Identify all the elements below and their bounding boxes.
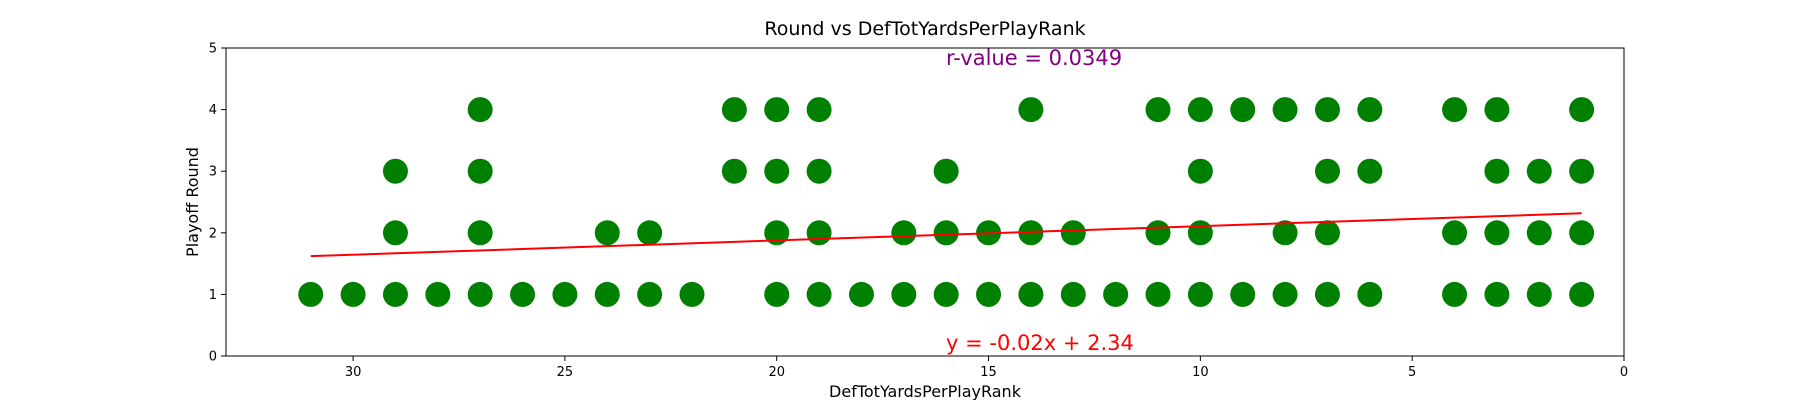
- data-point: [1272, 220, 1298, 246]
- data-point: [891, 220, 917, 246]
- data-point: [976, 281, 1002, 307]
- data-point: [1357, 158, 1383, 184]
- data-point: [1187, 220, 1213, 246]
- x-tick-label: 0: [1620, 365, 1628, 380]
- y-axis: 0 1 2 3 4 5: [209, 42, 226, 365]
- data-point: [1526, 281, 1552, 307]
- data-point: [933, 158, 959, 184]
- r-value-annotation: r-value = 0.0349: [946, 46, 1122, 70]
- data-point: [1314, 281, 1340, 307]
- data-point: [1484, 281, 1510, 307]
- points-layer: [298, 97, 1595, 307]
- data-point: [721, 158, 747, 184]
- y-tick-label: 0: [209, 350, 217, 365]
- data-point: [594, 281, 620, 307]
- y-tick-label: 5: [209, 42, 217, 57]
- data-point: [1484, 97, 1510, 123]
- data-point: [1442, 220, 1468, 246]
- x-tick-label: 20: [768, 365, 785, 380]
- data-point: [1569, 220, 1595, 246]
- data-point: [1357, 97, 1383, 123]
- data-point: [1018, 281, 1044, 307]
- data-point: [382, 158, 408, 184]
- data-point: [891, 281, 917, 307]
- data-point: [298, 281, 324, 307]
- data-point: [933, 281, 959, 307]
- data-point: [1187, 158, 1213, 184]
- fit-layer: [310, 212, 1582, 258]
- data-point: [637, 220, 663, 246]
- x-tick-label: 30: [345, 365, 362, 380]
- data-point: [1187, 281, 1213, 307]
- data-point: [1314, 97, 1340, 123]
- data-point: [806, 97, 832, 123]
- data-point: [1314, 220, 1340, 246]
- data-point: [467, 158, 493, 184]
- plot-frame: [225, 47, 1625, 357]
- data-point: [764, 97, 790, 123]
- data-point: [1569, 97, 1595, 123]
- y-axis-label: Playoff Round: [183, 147, 202, 257]
- y-tick-label: 1: [209, 288, 217, 303]
- data-point: [764, 220, 790, 246]
- data-point: [721, 97, 747, 123]
- data-point: [1230, 97, 1256, 123]
- data-point: [1060, 281, 1086, 307]
- data-point: [1569, 158, 1595, 184]
- x-axis: 30 25 20 15 10 5 0: [345, 356, 1628, 380]
- y-tick-label: 2: [209, 226, 217, 241]
- x-tick-label: 25: [557, 365, 574, 380]
- data-point: [1145, 97, 1171, 123]
- equation-annotation: y = -0.02x + 2.34: [946, 331, 1134, 355]
- data-point: [1357, 281, 1383, 307]
- data-point: [1060, 220, 1086, 246]
- regression-line: [310, 212, 1582, 258]
- data-point: [382, 220, 408, 246]
- data-point: [806, 158, 832, 184]
- data-point: [679, 281, 705, 307]
- data-point: [340, 281, 366, 307]
- y-tick-label: 3: [209, 165, 217, 180]
- chart-title: Round vs DefTotYardsPerPlayRank: [764, 18, 1085, 40]
- data-point: [467, 220, 493, 246]
- data-point: [1569, 281, 1595, 307]
- data-point: [1484, 158, 1510, 184]
- data-point: [510, 281, 536, 307]
- x-tick-label: 10: [1192, 365, 1209, 380]
- x-tick-label: 5: [1408, 365, 1416, 380]
- data-point: [764, 158, 790, 184]
- data-point: [848, 281, 874, 307]
- data-point: [1145, 281, 1171, 307]
- data-point: [382, 281, 408, 307]
- y-tick-label: 4: [209, 103, 217, 118]
- data-point: [594, 220, 620, 246]
- data-point: [1526, 220, 1552, 246]
- data-point: [1103, 281, 1129, 307]
- data-point: [1230, 281, 1256, 307]
- data-point: [425, 281, 451, 307]
- data-point: [1145, 220, 1171, 246]
- data-point: [1442, 97, 1468, 123]
- data-point: [764, 281, 790, 307]
- data-point: [806, 220, 832, 246]
- data-point: [552, 281, 578, 307]
- x-tick-label: 15: [980, 365, 997, 380]
- data-point: [806, 281, 832, 307]
- data-point: [1018, 97, 1044, 123]
- data-point: [467, 281, 493, 307]
- data-point: [1272, 97, 1298, 123]
- data-point: [1314, 158, 1340, 184]
- x-axis-label: DefTotYardsPerPlayRank: [829, 382, 1022, 400]
- data-point: [933, 220, 959, 246]
- data-point: [1526, 158, 1552, 184]
- data-point: [1272, 281, 1298, 307]
- data-point: [467, 97, 493, 123]
- data-point: [1442, 281, 1468, 307]
- data-point: [1187, 97, 1213, 123]
- data-point: [637, 281, 663, 307]
- data-point: [1484, 220, 1510, 246]
